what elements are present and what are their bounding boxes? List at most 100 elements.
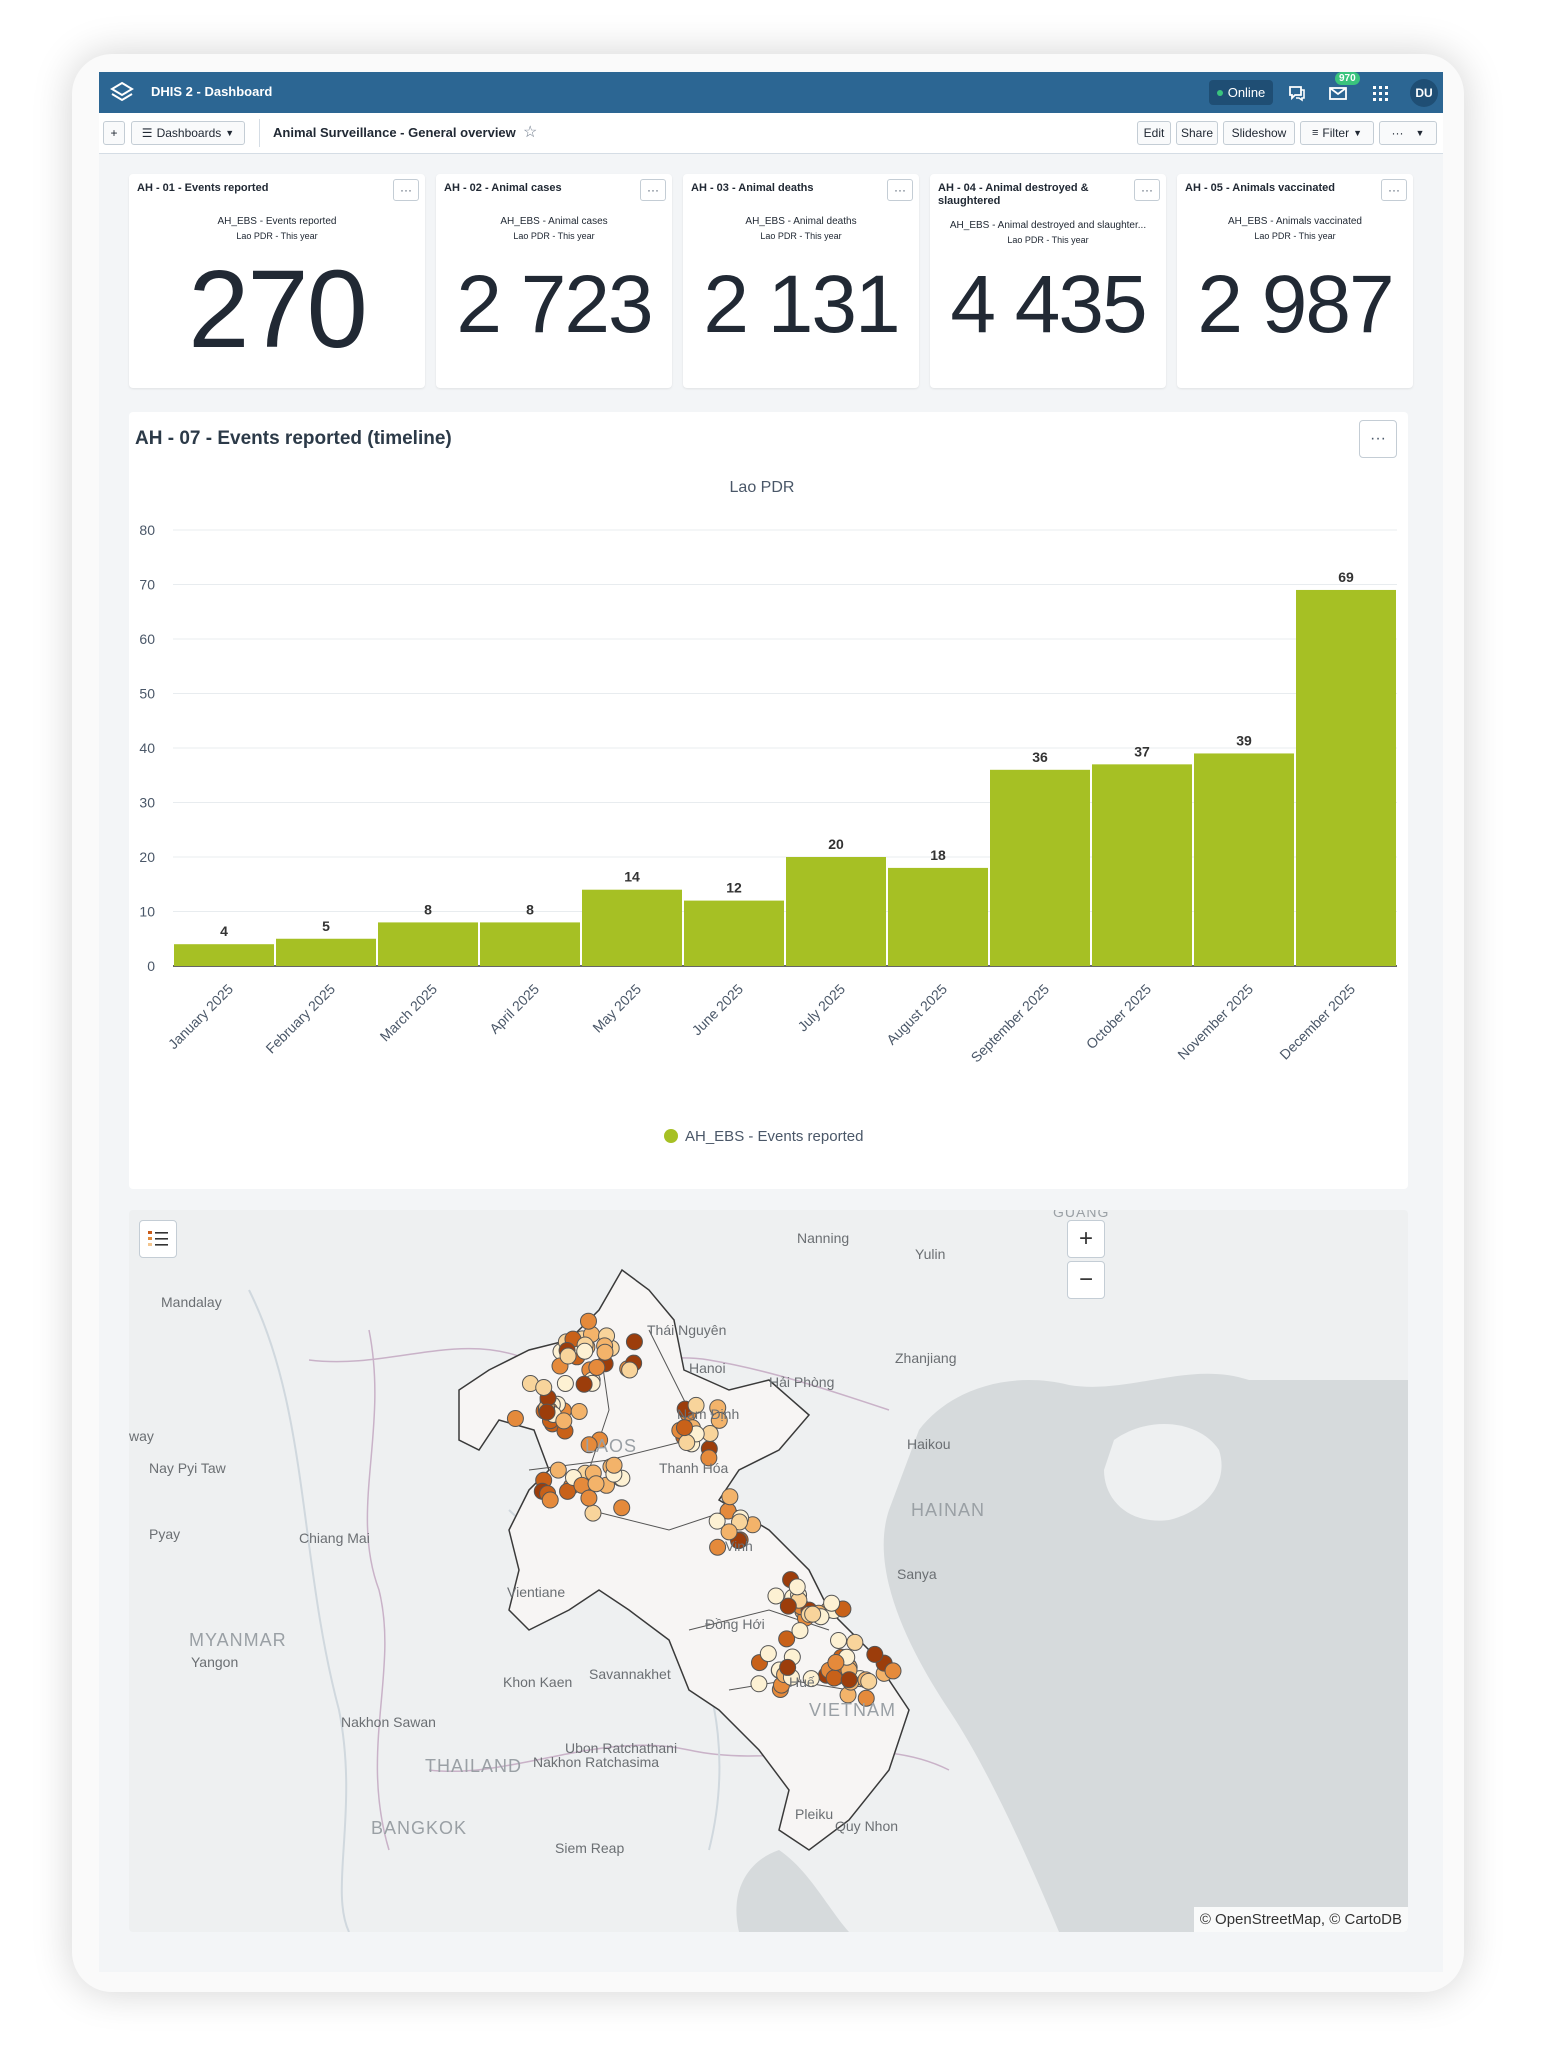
event-dot[interactable]: [779, 1597, 797, 1615]
event-dot[interactable]: [823, 1594, 841, 1612]
event-dot[interactable]: [621, 1361, 639, 1379]
card-more-button[interactable]: ···: [640, 179, 666, 201]
event-dot[interactable]: [804, 1605, 822, 1623]
edit-button[interactable]: Edit: [1137, 121, 1171, 145]
event-dot[interactable]: [866, 1645, 884, 1663]
share-button[interactable]: Share: [1176, 121, 1218, 145]
event-dot[interactable]: [580, 1489, 598, 1507]
event-dot[interactable]: [541, 1491, 559, 1509]
zoom-in-button[interactable]: +: [1067, 1220, 1105, 1258]
event-dot[interactable]: [556, 1374, 574, 1392]
map-layers-button[interactable]: [139, 1220, 177, 1258]
event-dot[interactable]: [678, 1434, 696, 1452]
map-label: Savannakhet: [589, 1666, 671, 1682]
event-dot[interactable]: [778, 1630, 796, 1648]
dhis2-screen: DHIS 2 - Dashboard Online 970 DU + ☰ Da: [99, 72, 1443, 1972]
zoom-out-button[interactable]: −: [1067, 1261, 1105, 1299]
event-dot[interactable]: [802, 1670, 820, 1688]
event-dot[interactable]: [860, 1672, 878, 1690]
event-dot[interactable]: [710, 1411, 728, 1429]
dashboards-menu-button[interactable]: ☰ Dashboards ▼: [131, 121, 245, 145]
single-value-card: AH - 04 - Animal destroyed & slaughtered…: [930, 174, 1166, 388]
event-dot[interactable]: [731, 1513, 749, 1531]
bar: [480, 922, 580, 966]
events-map-card: Nanning Yulin Mandalay Thái Nguyên Hanoi…: [129, 1210, 1408, 1932]
event-dot[interactable]: [767, 1587, 785, 1605]
event-dot[interactable]: [584, 1504, 602, 1522]
dhis2-logo-icon[interactable]: [109, 80, 135, 106]
basemap[interactable]: [129, 1210, 1408, 1932]
card-more-button[interactable]: ···: [1381, 179, 1407, 201]
interpretations-icon[interactable]: [1286, 82, 1308, 104]
online-status-badge[interactable]: Online: [1209, 80, 1273, 105]
card-more-button[interactable]: ···: [1134, 179, 1160, 201]
event-dot[interactable]: [538, 1403, 556, 1421]
card-value: 2 723: [456, 259, 653, 350]
event-dot[interactable]: [830, 1631, 848, 1649]
event-dot[interactable]: [750, 1675, 768, 1693]
chart-title: Lao PDR: [730, 479, 795, 496]
more-options-button[interactable]: ··· ▼: [1379, 121, 1437, 145]
event-dot[interactable]: [825, 1669, 843, 1687]
event-dot[interactable]: [596, 1343, 614, 1361]
event-dot[interactable]: [549, 1461, 567, 1479]
map-label: Pyay: [149, 1526, 181, 1542]
event-dot[interactable]: [700, 1449, 718, 1467]
event-dot[interactable]: [506, 1410, 524, 1428]
event-dot[interactable]: [720, 1523, 738, 1541]
app-title: DHIS 2 - Dashboard: [151, 84, 273, 99]
event-dot[interactable]: [575, 1375, 593, 1393]
card-data-label: AH_EBS - Animal deaths: [745, 216, 857, 227]
apps-grid-icon[interactable]: [1369, 82, 1391, 104]
event-dot[interactable]: [579, 1312, 597, 1330]
star-icon[interactable]: ☆: [523, 124, 538, 141]
add-dashboard-button[interactable]: +: [103, 121, 125, 145]
dashboard-title: Animal Surveillance - General overview: [273, 125, 516, 140]
event-dot[interactable]: [535, 1378, 553, 1396]
map-label: LAOS: [585, 1436, 638, 1456]
map-label: Thanh Hóa: [659, 1460, 729, 1476]
event-dot[interactable]: [587, 1475, 605, 1493]
messages-icon[interactable]: [1327, 82, 1349, 104]
data-label: 8: [424, 901, 432, 917]
card-title: AH - 03 - Animal deaths: [691, 182, 814, 194]
event-dot[interactable]: [580, 1436, 598, 1454]
x-tick-label: September 2025: [968, 981, 1053, 1066]
user-avatar[interactable]: DU: [1410, 79, 1438, 107]
filter-button[interactable]: ≡ Filter ▼: [1300, 121, 1374, 145]
event-dot[interactable]: [779, 1658, 797, 1676]
event-dot[interactable]: [788, 1578, 806, 1596]
card-more-button[interactable]: ···: [887, 179, 913, 201]
more-label: ···: [1391, 126, 1404, 140]
event-dot[interactable]: [555, 1412, 573, 1430]
event-dot[interactable]: [570, 1402, 588, 1420]
timeline-chart-card: AH - 07 - Events reported (timeline) ···…: [129, 412, 1408, 1189]
event-dot[interactable]: [625, 1333, 643, 1351]
slideshow-button[interactable]: Slideshow: [1223, 121, 1295, 145]
event-dot[interactable]: [791, 1622, 809, 1640]
event-dot[interactable]: [675, 1419, 693, 1437]
event-dot[interactable]: [576, 1342, 594, 1360]
event-dot[interactable]: [857, 1689, 875, 1707]
event-dot[interactable]: [721, 1488, 739, 1506]
x-tick-label: July 2025: [794, 981, 848, 1035]
event-dot[interactable]: [708, 1512, 726, 1530]
event-dot[interactable]: [588, 1359, 606, 1377]
map-label: Nanning: [797, 1230, 850, 1246]
event-dot[interactable]: [605, 1456, 623, 1474]
event-dot[interactable]: [884, 1662, 902, 1680]
chart-more-button[interactable]: ···: [1359, 420, 1397, 458]
event-dot[interactable]: [559, 1347, 577, 1365]
bar: [174, 944, 274, 966]
card-more-button[interactable]: ···: [393, 179, 419, 201]
event-dot[interactable]: [840, 1671, 858, 1689]
card-period-label: Lao PDR - This year: [1007, 235, 1089, 245]
map-label: Nakhon Sawan: [341, 1714, 436, 1730]
event-dot[interactable]: [827, 1653, 845, 1671]
event-dot[interactable]: [687, 1396, 705, 1414]
event-dot[interactable]: [759, 1645, 777, 1663]
event-dot[interactable]: [709, 1538, 727, 1556]
event-dot[interactable]: [613, 1499, 631, 1517]
event-dot[interactable]: [846, 1633, 864, 1651]
map-label: Zhanjiang: [895, 1350, 957, 1366]
